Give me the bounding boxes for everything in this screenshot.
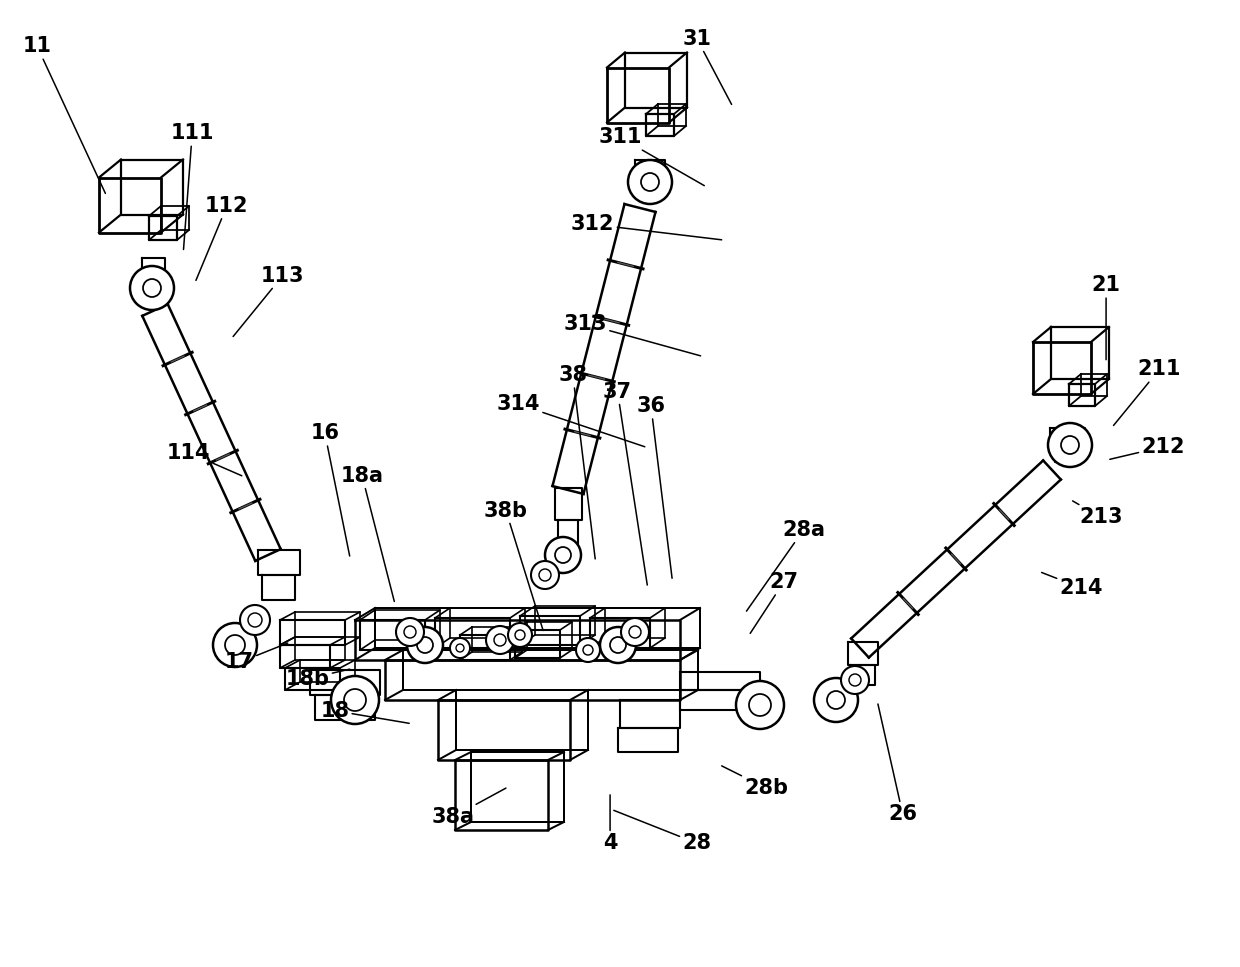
Circle shape [508, 623, 532, 647]
Text: 18b: 18b [285, 669, 350, 689]
Circle shape [600, 627, 636, 663]
Circle shape [849, 674, 861, 686]
Circle shape [404, 626, 415, 638]
Text: 36: 36 [636, 396, 672, 578]
Text: 38b: 38b [484, 501, 543, 630]
Circle shape [813, 678, 858, 722]
Text: 212: 212 [1110, 437, 1185, 459]
Circle shape [515, 630, 525, 640]
Text: 17: 17 [224, 643, 288, 672]
Circle shape [450, 638, 470, 658]
Text: 26: 26 [878, 704, 918, 824]
Circle shape [556, 547, 570, 563]
Circle shape [610, 637, 626, 653]
Text: 312: 312 [570, 215, 722, 240]
Circle shape [641, 173, 658, 191]
Circle shape [224, 635, 246, 655]
Text: 18a: 18a [341, 466, 394, 601]
Text: 16: 16 [310, 424, 350, 556]
Text: 28b: 28b [722, 766, 789, 798]
Text: 21: 21 [1091, 276, 1121, 360]
Text: 213: 213 [1073, 501, 1123, 527]
Circle shape [539, 569, 551, 581]
Circle shape [213, 623, 257, 667]
Circle shape [1061, 436, 1079, 454]
Text: 28: 28 [614, 810, 712, 853]
Circle shape [827, 691, 844, 709]
Circle shape [841, 666, 869, 694]
Circle shape [546, 537, 582, 573]
Text: 313: 313 [563, 314, 701, 356]
Text: 4: 4 [603, 795, 618, 853]
Text: 28a: 28a [746, 520, 825, 611]
Circle shape [737, 681, 784, 729]
Text: 27: 27 [750, 572, 799, 633]
Circle shape [343, 689, 366, 711]
Circle shape [749, 694, 771, 716]
Circle shape [130, 266, 174, 310]
Text: 314: 314 [496, 395, 645, 447]
Text: 114: 114 [166, 443, 242, 476]
Circle shape [396, 618, 424, 646]
Circle shape [486, 626, 515, 654]
Circle shape [577, 638, 600, 662]
Text: 11: 11 [22, 37, 105, 193]
Circle shape [629, 626, 641, 638]
Circle shape [248, 613, 262, 627]
Text: 311: 311 [598, 128, 704, 186]
Circle shape [331, 676, 379, 724]
Text: 214: 214 [1042, 572, 1104, 598]
Circle shape [583, 645, 593, 655]
Circle shape [621, 618, 649, 646]
Circle shape [241, 605, 270, 635]
Circle shape [407, 627, 443, 663]
Text: 18: 18 [320, 701, 409, 723]
Text: 37: 37 [603, 382, 647, 585]
Text: 112: 112 [196, 196, 249, 280]
Text: 38: 38 [558, 366, 595, 559]
Text: 211: 211 [1114, 360, 1182, 425]
Circle shape [143, 279, 161, 297]
Text: 31: 31 [682, 29, 732, 104]
Text: 111: 111 [170, 124, 215, 249]
Circle shape [456, 644, 464, 652]
Circle shape [531, 561, 559, 589]
Text: 38a: 38a [432, 788, 506, 827]
Text: 113: 113 [233, 266, 305, 337]
Circle shape [494, 634, 506, 646]
Circle shape [1048, 423, 1092, 467]
Circle shape [627, 160, 672, 204]
Circle shape [417, 637, 433, 653]
